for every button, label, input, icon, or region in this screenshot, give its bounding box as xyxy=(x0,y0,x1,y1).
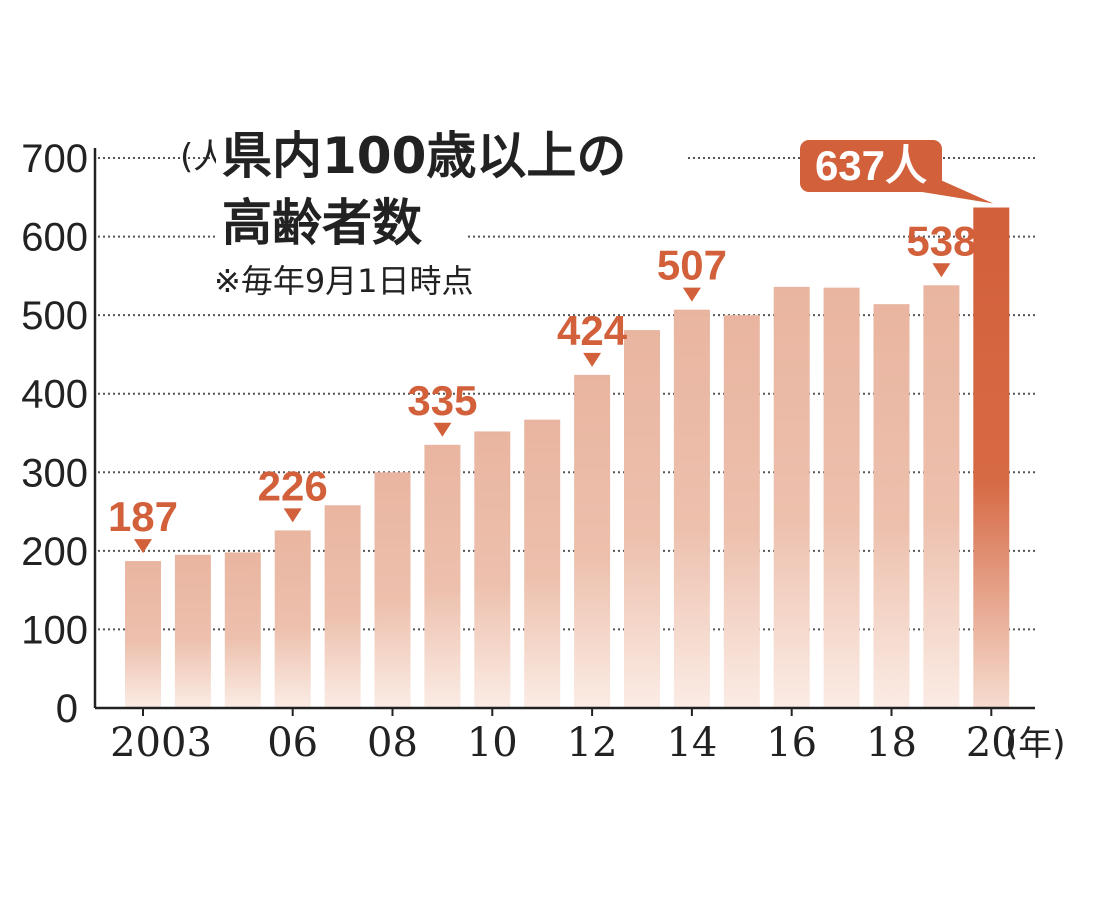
bar xyxy=(723,315,760,708)
x-axis-unit: (年) xyxy=(1005,724,1066,764)
axes: 0 100 200 300 400 500 600 700 2003 06 08 10 12 14 16 18… xyxy=(21,137,1035,766)
bar xyxy=(873,304,910,708)
bar-highlight xyxy=(973,207,1010,708)
chart-title-line2: 高齢者数 xyxy=(222,194,422,252)
data-label-marker xyxy=(134,539,152,554)
bar xyxy=(174,554,211,708)
y-tick-label: 300 xyxy=(21,451,88,495)
data-label: 424 xyxy=(557,307,628,354)
y-tick-label: 700 xyxy=(21,137,88,181)
bar xyxy=(324,505,361,708)
x-tick-label: 2003 xyxy=(110,720,212,766)
x-tick-label: 18 xyxy=(866,720,917,766)
data-label-marker xyxy=(283,508,302,523)
data-label-marker xyxy=(682,287,701,302)
data-label-marker xyxy=(932,263,951,278)
bar xyxy=(624,330,660,708)
y-tick-label: 400 xyxy=(21,373,88,417)
y-tick-label: 100 xyxy=(21,608,88,652)
data-label: 226 xyxy=(258,462,328,509)
bar xyxy=(823,287,860,708)
y-tick-label: 600 xyxy=(21,216,88,260)
x-tick-label: 12 xyxy=(567,720,618,766)
data-label: 187 xyxy=(108,493,178,540)
bar xyxy=(923,285,960,708)
bar xyxy=(374,472,411,708)
callout-box xyxy=(800,140,942,192)
chart-note: ※毎年9月1日時点 xyxy=(214,262,474,300)
y-tick-label: 500 xyxy=(21,294,88,338)
callout-label: 637人 xyxy=(815,142,927,189)
x-tick-label: 16 xyxy=(766,720,817,766)
data-label-marker xyxy=(433,422,452,437)
x-tick-label: 10 xyxy=(467,720,518,766)
bar xyxy=(524,419,561,708)
bar xyxy=(773,286,810,708)
bar xyxy=(224,552,261,708)
x-tick-label: 08 xyxy=(367,720,418,766)
x-tick-label: 14 xyxy=(666,720,717,766)
x-tick-label: 20 xyxy=(966,720,1017,766)
bar xyxy=(424,444,461,708)
bar xyxy=(673,309,710,708)
bar xyxy=(274,530,311,708)
y-tick-label: 200 xyxy=(21,530,88,574)
bars xyxy=(125,207,1010,708)
data-labels: 187 226 335 424 507 538 637人 xyxy=(108,140,994,554)
data-label: 335 xyxy=(407,377,477,424)
y-tick-label: 0 xyxy=(56,687,78,731)
x-tick-label: 06 xyxy=(267,720,318,766)
callout-pointer xyxy=(922,178,994,204)
data-label: 507 xyxy=(657,242,727,289)
bar xyxy=(574,374,611,708)
bar xyxy=(125,561,161,708)
chart-title-line1: 県内100歳以上の xyxy=(222,127,626,185)
bar xyxy=(474,431,511,708)
data-label-marker xyxy=(583,352,602,367)
data-label: 538 xyxy=(906,217,976,264)
